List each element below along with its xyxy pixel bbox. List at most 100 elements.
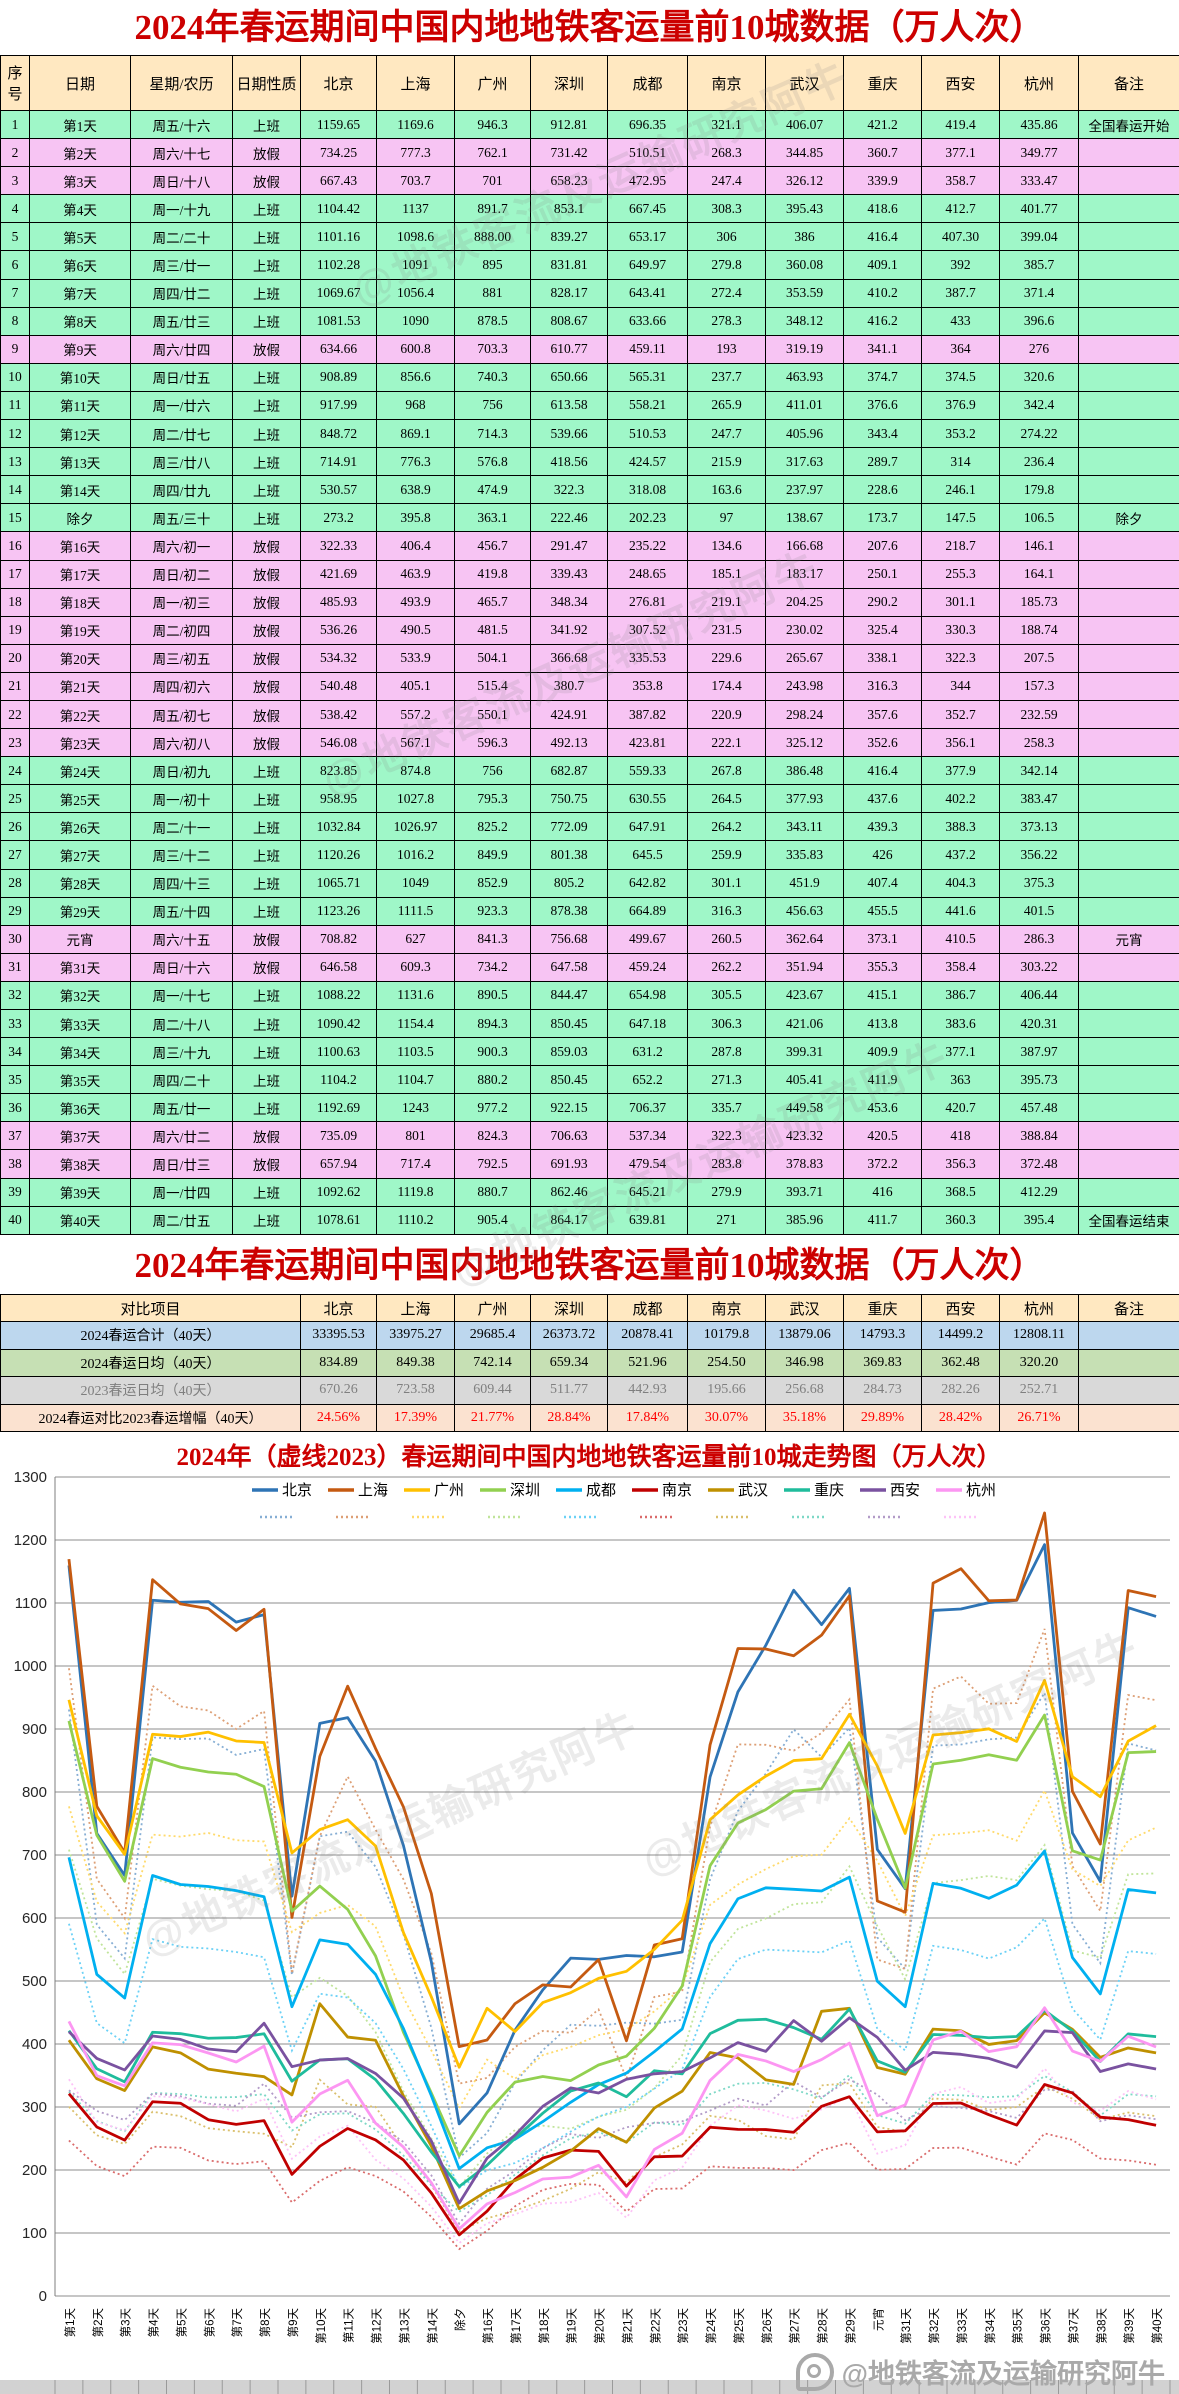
seq-cell: 38 (0, 1149, 30, 1179)
value-cell: 380.7 (530, 671, 608, 701)
seq-cell: 33 (0, 1008, 30, 1039)
value-cell: 405.41 (765, 1065, 844, 1095)
value-cell: 418.6 (843, 194, 922, 224)
note-cell (1078, 1403, 1179, 1432)
value-cell: 272.4 (687, 278, 766, 308)
summary-row: 2024春运对比2023春运增幅（40天） 24.56% 17.39% 21.77% 2… (0, 1403, 1179, 1432)
value-cell: 387.82 (607, 699, 688, 730)
daytype-cell: 上班 (232, 896, 301, 926)
week-cell: 周六/十五 (130, 924, 233, 954)
date-cell: 第18天 (29, 587, 131, 617)
x-axis-tick-label: 第28天 (816, 2308, 830, 2344)
series-2024-上海 (67, 1511, 1157, 2049)
table-row: 39 第39天 周一/廿四 上班 1092.62 1119.8 880.7 862.46 645… (0, 1177, 1179, 1207)
x-axis-tick-label: 第40天 (1150, 2308, 1164, 2344)
value-cell: 825.2 (454, 812, 531, 842)
x-axis-tick-label: 第14天 (425, 2308, 439, 2344)
value-cell: 703.3 (454, 334, 531, 364)
value-cell: 298.24 (765, 699, 844, 730)
value-cell: 352.7 (921, 699, 1000, 730)
value-cell: 472.95 (607, 166, 688, 196)
value-cell: 166.68 (765, 531, 844, 561)
value-cell: 396.6 (999, 306, 1079, 336)
value-cell: 1104.42 (300, 194, 377, 224)
value-cell: 558.21 (607, 390, 688, 421)
value-cell: 416 (843, 1177, 922, 1207)
table-row: 18 第18天 周一/初三 放假 485.93 493.9 465.7 348.34 276.8… (0, 587, 1179, 617)
value-cell: 894.3 (454, 1008, 531, 1039)
seq-cell: 22 (0, 699, 30, 730)
date-cell: 第20天 (29, 643, 131, 673)
value-cell: 420.7 (921, 1093, 1000, 1123)
value-cell: 465.7 (454, 587, 531, 617)
daytype-cell: 放假 (232, 559, 301, 589)
value-cell: 265.9 (687, 390, 766, 421)
weibo-icon (795, 2352, 834, 2391)
value-cell: 824.3 (454, 1121, 531, 1151)
table-row: 35 第35天 周四/二十 上班 1104.2 1104.7 880.2 850.45 652.… (0, 1065, 1179, 1095)
value-cell: 537.34 (607, 1121, 688, 1151)
note-cell (1078, 952, 1179, 982)
daytype-cell: 上班 (232, 980, 301, 1011)
value-cell: 290.2 (843, 587, 922, 617)
value-cell: 499.67 (607, 924, 688, 954)
value-cell: 377.9 (921, 756, 1000, 786)
value-cell: 633.66 (607, 306, 688, 336)
value-cell: 411.7 (843, 1205, 922, 1235)
value-cell: 756.68 (530, 924, 608, 954)
value-cell: 407.4 (843, 868, 922, 898)
value-cell: 386.48 (765, 756, 844, 786)
series-2023-南京 (68, 2132, 1157, 2251)
value-cell: 923.3 (454, 896, 531, 926)
table-row: 11 第11天 周一/廿六 上班 917.99 968 756 613.58 558.21 265… (0, 390, 1179, 421)
value-cell: 374.7 (843, 362, 922, 392)
daytype-cell: 上班 (232, 362, 301, 392)
value-cell: 735.09 (300, 1121, 377, 1151)
value-cell: 823.85 (300, 756, 377, 786)
value-cell: 372.2 (843, 1149, 922, 1179)
value-cell: 363 (921, 1065, 1000, 1095)
seq-cell: 10 (0, 362, 30, 392)
value-cell: 341.92 (530, 615, 608, 645)
value-cell: 409.1 (843, 250, 922, 280)
value-cell: 659.34 (530, 1348, 608, 1377)
table-row: 29 第29天 周五/十四 上班 1123.26 1111.5 923.3 878.38 664… (0, 896, 1179, 926)
value-cell: 493.9 (376, 587, 455, 617)
value-cell: 567.1 (376, 728, 455, 758)
value-cell: 419.4 (921, 109, 1000, 140)
value-cell: 395.73 (999, 1065, 1079, 1095)
value-cell: 849.38 (376, 1348, 455, 1377)
value-cell: 421.06 (765, 1008, 844, 1039)
daytype-cell: 放假 (232, 728, 301, 758)
column-header: 北京 (300, 1294, 377, 1322)
date-cell: 第10天 (29, 362, 131, 392)
daily-table-header: 序号 日期 星期/农历 日期性质 北京 上海 广州 深圳 成都 南京 武汉 重庆 西安 杭州 备注 (0, 55, 1179, 111)
series-2023-杭州 (68, 2067, 1157, 2245)
seq-cell: 19 (0, 615, 30, 645)
seq-cell: 34 (0, 1037, 30, 1067)
seq-cell: 9 (0, 334, 30, 364)
week-cell: 周二/二十 (130, 222, 233, 252)
table-row: 26 第26天 周二/十一 上班 1032.84 1026.97 825.2 772.09 64… (0, 812, 1179, 842)
note-cell (1078, 868, 1179, 898)
value-cell: 362.48 (921, 1348, 1000, 1377)
value-cell: 559.33 (607, 756, 688, 786)
value-cell: 375.3 (999, 868, 1079, 898)
value-cell: 306.3 (687, 1008, 766, 1039)
value-cell: 423.67 (765, 980, 844, 1011)
value-cell: 342.14 (999, 756, 1079, 786)
value-cell: 287.8 (687, 1037, 766, 1067)
value-cell: 912.81 (530, 109, 608, 140)
value-cell: 1120.26 (300, 840, 377, 870)
value-cell: 377.1 (921, 138, 1000, 168)
value-cell: 406.07 (765, 109, 844, 140)
value-cell: 360.3 (921, 1205, 1000, 1235)
value-cell: 202.23 (607, 503, 688, 533)
series-2024-西安 (67, 2016, 1157, 2205)
value-cell: 254.50 (687, 1348, 766, 1377)
daytype-cell: 上班 (232, 1037, 301, 1067)
table-row: 24 第24天 周日/初九 上班 823.85 874.8 756 682.87 559.33 2… (0, 756, 1179, 786)
value-cell: 230.02 (765, 615, 844, 645)
value-cell: 1137 (376, 194, 455, 224)
summary-title: 2024年春运期间中国内地地铁客运量前10城数据（万人次） (134, 1246, 1045, 1285)
